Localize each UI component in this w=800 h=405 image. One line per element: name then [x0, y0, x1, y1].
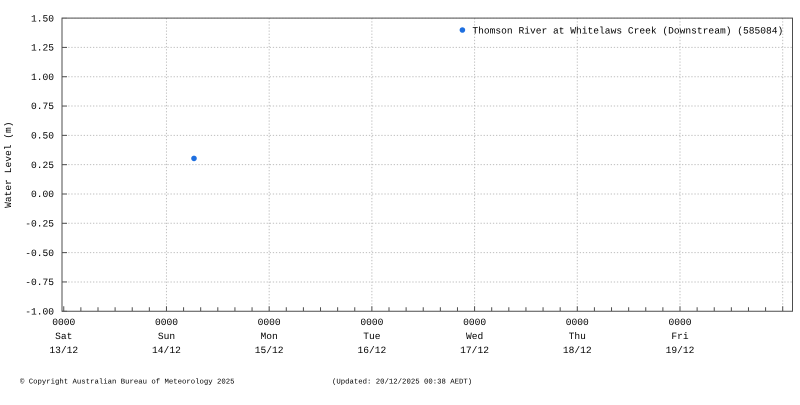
svg-text:0.25: 0.25: [31, 160, 54, 171]
svg-text:© Copyright Australian Bureau: © Copyright Australian Bureau of Meteoro…: [20, 378, 235, 387]
svg-text:17/12: 17/12: [460, 345, 489, 356]
svg-text:Sun: Sun: [158, 331, 175, 342]
svg-text:0000: 0000: [566, 317, 589, 328]
svg-text:Wed: Wed: [466, 331, 483, 342]
svg-text:Mon: Mon: [261, 331, 278, 342]
svg-text:0000: 0000: [52, 317, 75, 328]
svg-text:-0.25: -0.25: [25, 219, 54, 230]
svg-text:0.50: 0.50: [31, 131, 54, 142]
svg-text:-0.50: -0.50: [25, 248, 54, 259]
svg-text:-1.00: -1.00: [25, 306, 54, 317]
svg-text:1.00: 1.00: [31, 72, 54, 83]
svg-text:Thu: Thu: [569, 331, 586, 342]
svg-text:14/12: 14/12: [152, 345, 181, 356]
svg-text:16/12: 16/12: [357, 345, 386, 356]
svg-text:(Updated: 20/12/2025 00:38 AED: (Updated: 20/12/2025 00:38 AEDT): [332, 378, 472, 387]
svg-text:13/12: 13/12: [49, 345, 78, 356]
svg-text:Sat: Sat: [55, 331, 72, 342]
svg-text:Water Level (m): Water Level (m): [3, 122, 14, 208]
svg-text:1.50: 1.50: [31, 13, 54, 24]
svg-text:0000: 0000: [360, 317, 383, 328]
svg-text:Thomson River at Whitelaws Cre: Thomson River at Whitelaws Creek (Downst…: [472, 25, 783, 36]
svg-text:Tue: Tue: [363, 331, 381, 342]
svg-text:-0.75: -0.75: [25, 277, 54, 288]
svg-text:15/12: 15/12: [255, 345, 284, 356]
svg-text:0000: 0000: [155, 317, 178, 328]
svg-text:0000: 0000: [668, 317, 691, 328]
svg-text:18/12: 18/12: [563, 345, 592, 356]
svg-text:1.25: 1.25: [31, 43, 54, 54]
svg-text:0000: 0000: [258, 317, 281, 328]
svg-text:0.75: 0.75: [31, 101, 54, 112]
svg-text:Fri: Fri: [671, 331, 689, 342]
svg-text:19/12: 19/12: [666, 345, 695, 356]
svg-text:0.00: 0.00: [31, 189, 54, 200]
svg-text:0000: 0000: [463, 317, 486, 328]
